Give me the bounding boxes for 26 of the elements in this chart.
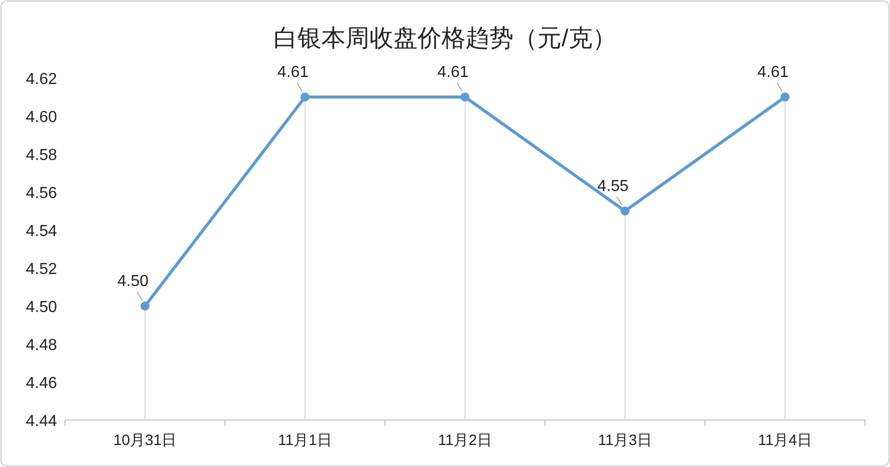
data-label: 4.55 bbox=[597, 178, 629, 195]
data-label: 4.61 bbox=[277, 64, 309, 81]
y-tick-label: 4.60 bbox=[26, 109, 58, 126]
x-tick-label: 11月1日 bbox=[278, 432, 332, 449]
y-tick-label: 4.52 bbox=[26, 261, 58, 278]
chart-title: 白银本周收盘价格趋势（元/克） bbox=[274, 25, 616, 52]
y-tick-label: 4.58 bbox=[26, 147, 58, 164]
point bbox=[780, 92, 790, 102]
x-tick-label: 11月4日 bbox=[758, 432, 812, 449]
x-tick-label: 11月3日 bbox=[598, 432, 652, 449]
y-tick-label: 4.62 bbox=[26, 71, 58, 88]
data-label: 4.61 bbox=[437, 64, 469, 81]
y-tick-label: 4.46 bbox=[26, 375, 58, 392]
y-tick-label: 4.44 bbox=[26, 413, 58, 430]
point bbox=[140, 302, 150, 310]
y-tick-label: 4.56 bbox=[26, 185, 58, 202]
data-label: 4.61 bbox=[757, 64, 789, 81]
point bbox=[620, 206, 630, 216]
point bbox=[300, 92, 310, 102]
y-tick-label: 4.54 bbox=[26, 223, 58, 240]
y-tick-label: 4.48 bbox=[26, 337, 58, 354]
point bbox=[460, 92, 470, 102]
x-tick-label: 11月2日 bbox=[438, 432, 492, 449]
y-tick-label: 4.50 bbox=[26, 299, 58, 316]
x-tick-label: 10月31日 bbox=[113, 432, 177, 449]
data-label: 4.50 bbox=[117, 273, 149, 290]
